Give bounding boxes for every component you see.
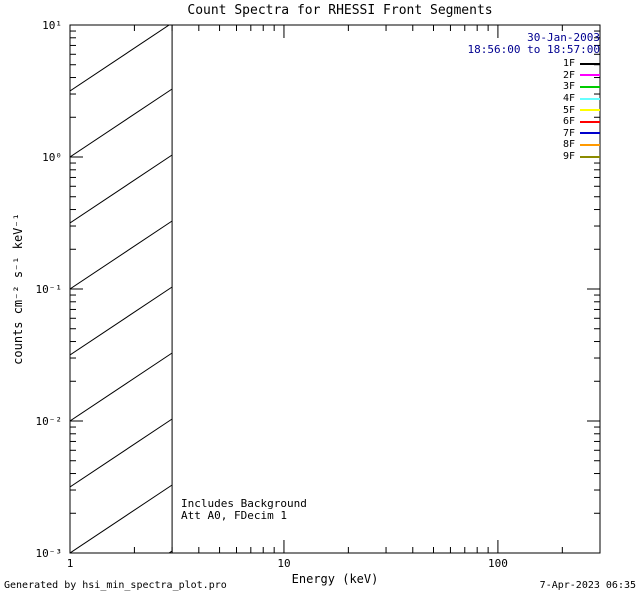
legend-entry: 9F bbox=[563, 151, 600, 163]
legend-color-line bbox=[580, 74, 600, 77]
y-axis-label: counts cm⁻² s⁻¹ keV⁻¹ bbox=[11, 213, 25, 365]
x-tick-label: 100 bbox=[488, 557, 508, 570]
y-tick-label: 10¹ bbox=[42, 19, 62, 32]
legend-entry-label: 9F bbox=[562, 151, 575, 163]
y-tick-label: 10⁻¹ bbox=[36, 283, 63, 296]
annotation-attenuator-decimation: Att A0, FDecim 1 bbox=[181, 509, 287, 522]
annotation-includes-background: Includes Background bbox=[181, 497, 307, 510]
y-tick-label: 10⁻² bbox=[36, 415, 63, 428]
legend-entry-label: 2F bbox=[562, 69, 575, 81]
y-tick-label: 10⁻³ bbox=[36, 547, 63, 560]
legend-entry: 3F bbox=[563, 81, 600, 93]
x-tick-label: 1 bbox=[67, 557, 74, 570]
x-tick-label: 10 bbox=[277, 557, 290, 570]
legend-entry-label: 3F bbox=[562, 81, 575, 93]
legend-entry-label: 7F bbox=[562, 127, 575, 139]
legend-entry: 4F bbox=[563, 93, 600, 105]
legend-color-line bbox=[580, 85, 600, 88]
legend-entry-label: 8F bbox=[562, 139, 575, 151]
plot-timestamp: 7-Apr-2023 06:35 bbox=[539, 580, 636, 591]
legend-entry: 1F bbox=[563, 58, 600, 70]
legend-color-line bbox=[580, 143, 600, 146]
legend-entry: 8F bbox=[563, 139, 600, 151]
x-axis-label: Energy (keV) bbox=[291, 572, 379, 586]
generator-credit: Generated by hsi_min_spectra_plot.pro bbox=[4, 580, 227, 591]
legend-color-line bbox=[580, 132, 600, 135]
legend: 1F 2F 3F 4F 5F 6F 7F 8F 9F bbox=[563, 58, 600, 162]
legend-entry: 5F bbox=[563, 104, 600, 116]
legend-entry-label: 1F bbox=[562, 58, 575, 70]
legend-entry-label: 5F bbox=[562, 104, 575, 116]
legend-entry: 2F bbox=[563, 70, 600, 82]
legend-color-line bbox=[580, 120, 600, 123]
legend-time-range: 18:56:00 to 18:57:00 bbox=[467, 43, 600, 56]
plot-title: Count Spectra for RHESSI Front Segments bbox=[187, 3, 493, 18]
legend-entry-label: 4F bbox=[562, 93, 575, 105]
legend-color-line bbox=[580, 155, 600, 158]
y-tick-label: 10⁰ bbox=[42, 151, 62, 164]
legend-entry: 6F bbox=[563, 116, 600, 128]
legend-color-line bbox=[580, 109, 600, 112]
legend-color-line bbox=[580, 97, 600, 100]
legend-date: 30-Jan-2003 bbox=[527, 31, 600, 44]
legend-color-line bbox=[580, 62, 600, 65]
legend-entry: 7F bbox=[563, 128, 600, 140]
legend-entry-label: 6F bbox=[562, 116, 575, 128]
